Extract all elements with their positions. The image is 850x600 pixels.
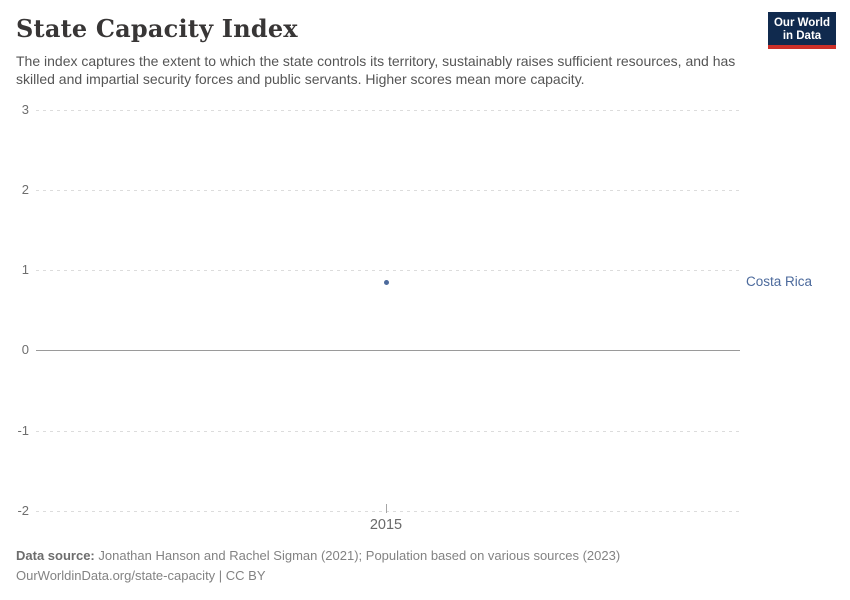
- gridline-neg1: [36, 431, 740, 432]
- footer-data-source: Data source: Jonathan Hanson and Rachel …: [16, 548, 620, 563]
- owid-logo-line1: Our World: [773, 17, 830, 29]
- y-tick-label-neg1: -1: [17, 423, 29, 438]
- page-title: State Capacity Index: [16, 14, 298, 43]
- data-point-costa-rica-2015[interactable]: [384, 280, 389, 285]
- x-tick-label-2015: 2015: [369, 517, 403, 533]
- gridline-1: [36, 270, 740, 271]
- owid-logo-stripe: [768, 45, 836, 49]
- y-tick-label-2: 2: [21, 182, 29, 197]
- y-tick-label-neg2: -2: [17, 503, 29, 518]
- y-tick-label-1: 1: [21, 262, 29, 277]
- gridline-3: [36, 110, 740, 111]
- x-axis-tick: [386, 504, 387, 513]
- gridline-2: [36, 190, 740, 191]
- gridline-neg2: [36, 511, 740, 512]
- footer-url-license[interactable]: OurWorldinData.org/state-capacity | CC B…: [16, 568, 266, 583]
- y-tick-label-3: 3: [21, 102, 29, 117]
- owid-logo[interactable]: Our World in Data: [768, 12, 836, 49]
- data-source-text: Jonathan Hanson and Rachel Sigman (2021)…: [98, 548, 621, 563]
- owid-logo-line2: in Data: [782, 30, 822, 42]
- gridline-zero: [36, 350, 740, 351]
- entity-label-costa-rica[interactable]: Costa Rica: [746, 274, 813, 289]
- y-tick-label-0: 0: [21, 342, 29, 357]
- data-source-label: Data source:: [16, 548, 95, 563]
- chart-subtitle: The index captures the extent to which t…: [16, 53, 736, 87]
